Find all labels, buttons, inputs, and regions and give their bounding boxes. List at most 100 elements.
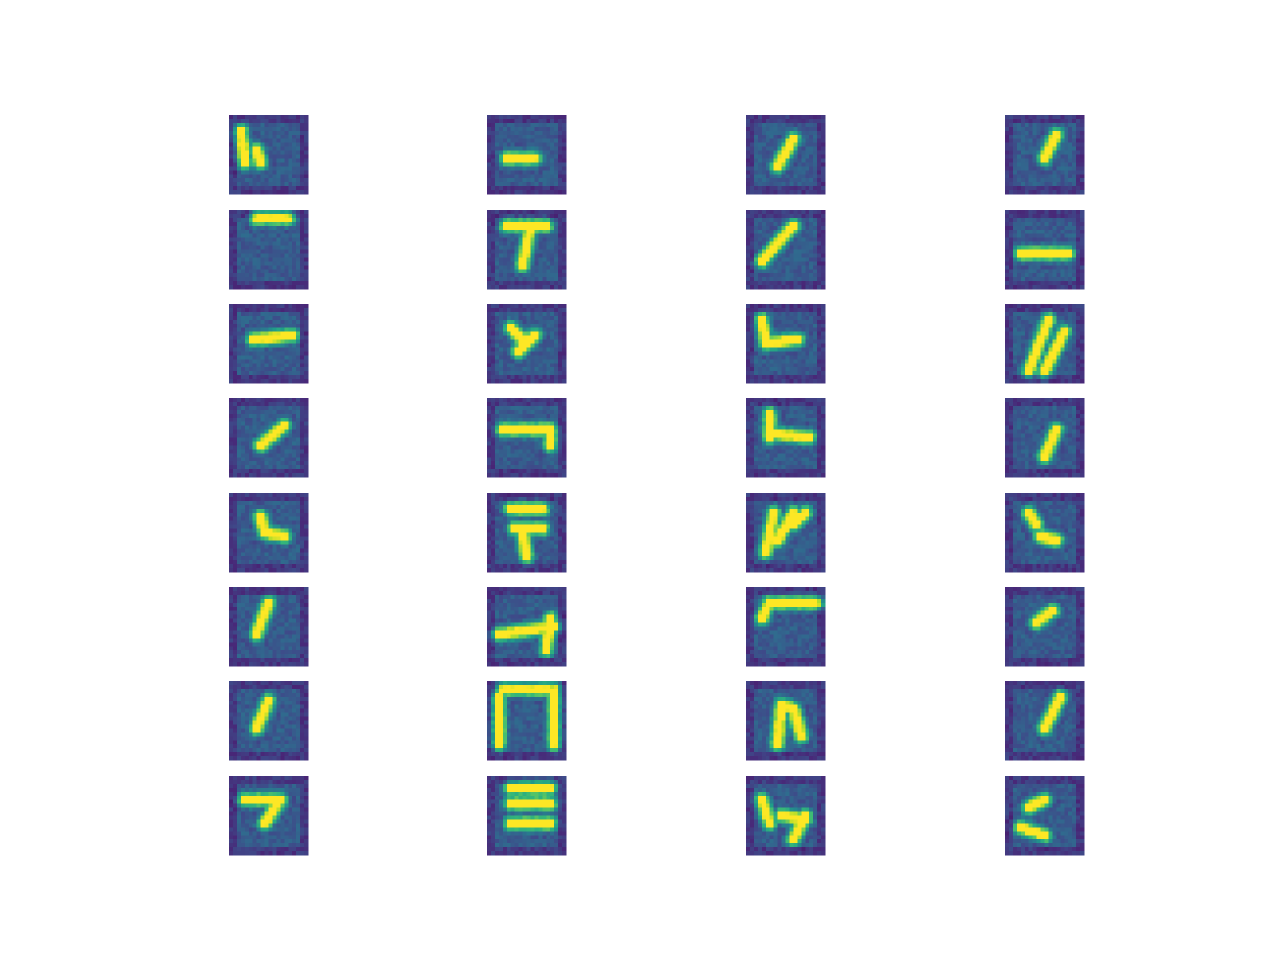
pixel — [506, 311, 511, 317]
pixel — [1032, 319, 1037, 325]
pixel — [1080, 285, 1085, 290]
pixel — [518, 311, 523, 317]
pixel — [490, 277, 496, 282]
pixel — [229, 401, 234, 407]
pixel — [236, 367, 242, 372]
pixel — [300, 115, 305, 120]
pixel — [288, 327, 293, 332]
pixel — [494, 217, 500, 223]
pixel — [244, 355, 250, 360]
pixel — [1076, 166, 1081, 171]
pixel — [1024, 225, 1029, 231]
pixel — [502, 241, 508, 246]
pixel — [506, 182, 511, 187]
pixel — [244, 130, 250, 136]
pixel — [1032, 134, 1037, 139]
pixel — [777, 178, 782, 183]
pixel — [746, 327, 751, 332]
pixel — [550, 166, 555, 171]
pixel — [240, 331, 246, 336]
pixel — [1024, 311, 1029, 317]
pixel — [284, 401, 289, 407]
pixel — [538, 150, 543, 155]
pixel — [781, 273, 786, 278]
pixel — [749, 166, 755, 171]
pixel — [284, 269, 289, 274]
pixel — [1060, 253, 1065, 258]
pixel — [530, 327, 535, 332]
pixel — [817, 343, 822, 348]
pixel — [229, 343, 234, 348]
pixel — [1064, 245, 1069, 250]
pixel — [248, 158, 253, 163]
pixel — [514, 138, 519, 143]
pixel — [765, 249, 770, 254]
pixel — [256, 146, 261, 151]
pixel — [232, 233, 238, 238]
pixel — [769, 285, 774, 290]
pixel — [769, 186, 774, 191]
pixel — [288, 339, 293, 344]
pixel — [1072, 162, 1077, 167]
pixel — [1008, 150, 1014, 155]
pixel — [785, 269, 790, 274]
pixel — [1016, 233, 1022, 238]
pixel — [761, 213, 767, 219]
pixel — [487, 134, 492, 139]
pixel — [518, 319, 523, 325]
pixel — [793, 375, 798, 380]
pixel — [1032, 347, 1037, 352]
pixel — [1032, 210, 1037, 215]
pixel — [229, 327, 234, 332]
pixel — [793, 229, 798, 234]
pixel — [749, 237, 755, 242]
pixel — [546, 359, 551, 364]
pixel — [1024, 229, 1029, 234]
pixel — [542, 331, 547, 336]
pixel — [1080, 367, 1085, 372]
pixel — [530, 379, 535, 384]
pixel — [288, 351, 293, 356]
pixel — [1040, 158, 1045, 163]
pixel — [785, 327, 790, 332]
pixel — [538, 304, 543, 309]
pixel — [304, 401, 309, 407]
pixel — [276, 335, 281, 340]
pixel — [490, 150, 496, 155]
pixel — [789, 174, 794, 179]
pixel — [498, 307, 504, 313]
pixel — [765, 126, 770, 132]
pixel — [813, 367, 818, 372]
pixel — [765, 182, 770, 187]
pixel — [502, 253, 508, 258]
pixel — [510, 269, 515, 274]
pixel — [1064, 134, 1069, 139]
pixel — [256, 265, 261, 270]
pixel — [268, 186, 273, 191]
pixel — [502, 170, 508, 175]
pixel — [530, 221, 535, 227]
pixel — [817, 115, 822, 120]
pixel — [542, 130, 547, 136]
pixel — [510, 273, 515, 278]
pixel — [761, 281, 767, 286]
pixel — [746, 347, 751, 352]
pixel — [542, 154, 547, 159]
pixel — [554, 115, 559, 120]
pixel — [296, 118, 301, 124]
pixel — [248, 421, 253, 426]
pixel — [817, 178, 822, 183]
pixel — [546, 315, 551, 321]
pixel — [769, 311, 774, 317]
pixel — [1052, 118, 1057, 124]
pixel — [1024, 367, 1029, 372]
pixel — [1008, 249, 1014, 254]
pixel — [506, 355, 511, 360]
pixel — [781, 367, 786, 372]
pixel — [817, 363, 822, 368]
pixel — [1036, 319, 1041, 325]
pixel — [296, 146, 301, 151]
pixel — [1076, 178, 1081, 183]
pixel — [244, 331, 250, 336]
pixel — [300, 367, 305, 372]
